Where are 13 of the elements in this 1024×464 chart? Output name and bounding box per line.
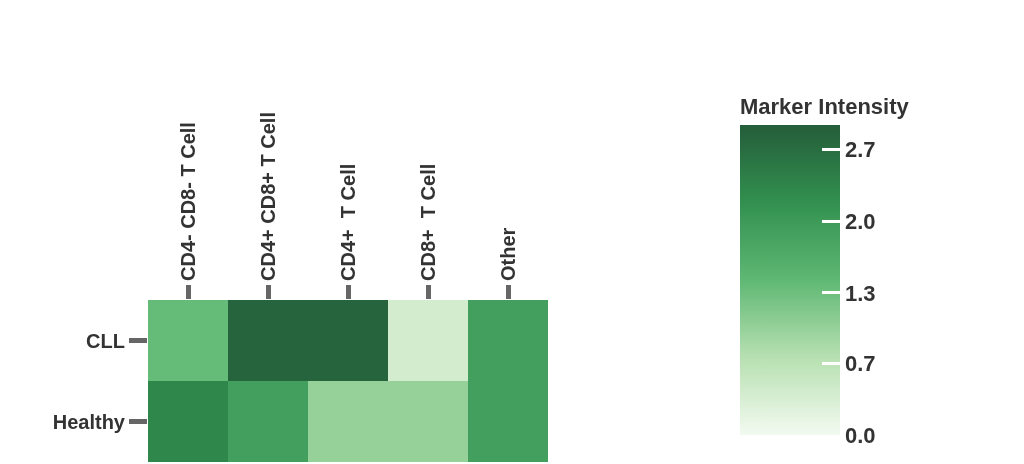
y-tick-label: Healthy bbox=[52, 410, 126, 433]
x-tick-label: CD4+ T Cell bbox=[336, 163, 359, 281]
x-tick-label: CD4- CD8- T Cell bbox=[176, 122, 199, 281]
color-bar-label: 2.0 bbox=[844, 208, 876, 234]
x-tick-label: CD8+ T Cell bbox=[416, 163, 439, 281]
x-tick-label: CD4+ CD8+ T Cell bbox=[256, 112, 279, 281]
color-bar-label: 1.3 bbox=[844, 280, 876, 306]
color-bar-title: Marker Intensity bbox=[740, 94, 910, 120]
y-tick-label: CLL bbox=[86, 329, 125, 352]
color-bar-label: 0.7 bbox=[844, 351, 876, 377]
color-bar-label: 2.7 bbox=[844, 137, 876, 163]
x-tick-label: Other bbox=[496, 227, 519, 281]
color-bar-label: 0.0 bbox=[844, 422, 876, 448]
